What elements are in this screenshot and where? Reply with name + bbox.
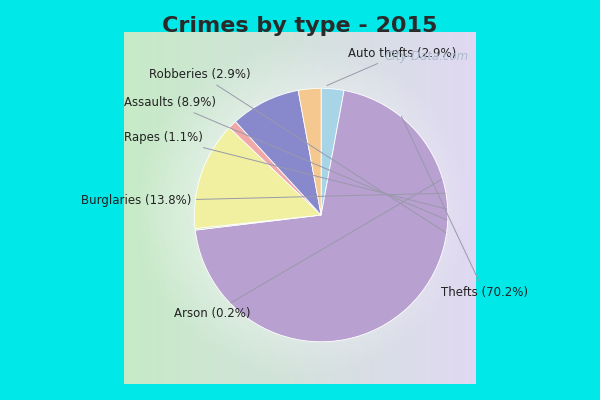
Wedge shape	[229, 122, 321, 215]
Text: Thefts (70.2%): Thefts (70.2%)	[401, 116, 528, 299]
Wedge shape	[321, 88, 344, 215]
Wedge shape	[194, 128, 321, 228]
Text: Robberies (2.9%): Robberies (2.9%)	[149, 68, 446, 233]
Wedge shape	[196, 90, 448, 342]
Text: Crimes by type - 2015: Crimes by type - 2015	[163, 16, 437, 36]
Text: Auto thefts (2.9%): Auto thefts (2.9%)	[327, 47, 456, 86]
Text: Assaults (8.9%): Assaults (8.9%)	[124, 96, 447, 220]
Text: Burglaries (13.8%): Burglaries (13.8%)	[80, 193, 445, 208]
Text: Rapes (1.1%): Rapes (1.1%)	[124, 131, 447, 209]
Text: Arson (0.2%): Arson (0.2%)	[174, 179, 442, 320]
Text: City-Data.com: City-Data.com	[385, 50, 469, 63]
Wedge shape	[236, 90, 321, 215]
Wedge shape	[298, 88, 321, 215]
Wedge shape	[195, 215, 321, 230]
